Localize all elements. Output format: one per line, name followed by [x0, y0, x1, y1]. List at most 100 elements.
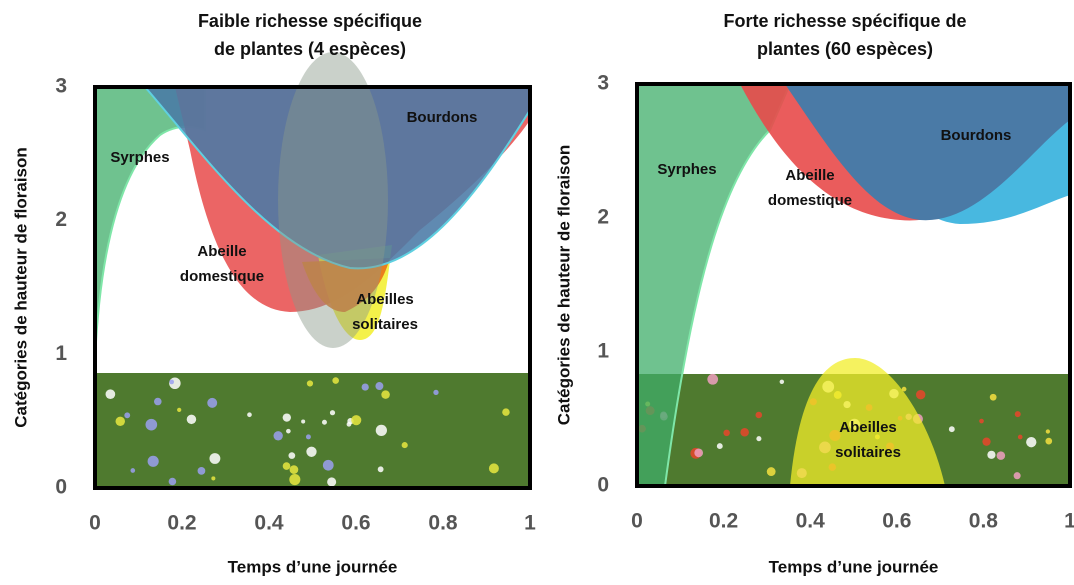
flower	[146, 419, 158, 431]
flower	[306, 447, 316, 457]
region-label: solitaires	[352, 316, 418, 333]
flower	[288, 452, 295, 459]
flower	[756, 436, 761, 441]
flower	[990, 394, 997, 401]
x-tick-label: 0.4	[796, 510, 826, 533]
flower	[323, 460, 334, 471]
chart-title: plantes (60 espèces)	[757, 39, 933, 59]
x-tick-label: 0	[631, 510, 643, 533]
figure: Faible richesse spécifique de plantes (4 …	[0, 0, 1074, 580]
flower	[723, 430, 730, 437]
flower	[207, 398, 217, 408]
flower	[489, 463, 499, 473]
flower	[949, 426, 955, 432]
flower	[154, 398, 162, 406]
meadow	[95, 373, 530, 488]
y-tick-label: 2	[55, 208, 67, 231]
region-label: Bourdons	[941, 127, 1012, 144]
flower	[756, 412, 763, 419]
flower	[289, 474, 300, 485]
chart-title: de plantes (4 espèces)	[214, 39, 406, 59]
flower	[169, 478, 177, 486]
x-tick-label: 0.2	[709, 510, 738, 533]
x-tick-label: 0.6	[341, 512, 370, 535]
flower	[1018, 435, 1023, 440]
region-label: solitaires	[835, 444, 901, 461]
flower	[322, 420, 327, 425]
flower	[1015, 411, 1021, 417]
region-label: domestique	[180, 268, 264, 285]
y-tick-label: 3	[55, 75, 67, 98]
flower	[307, 380, 313, 386]
flower	[169, 380, 174, 385]
flower	[301, 420, 305, 424]
flower	[997, 451, 1006, 460]
chart-title: Faible richesse spécifique	[198, 11, 422, 31]
y-tick-label: 3	[597, 72, 609, 95]
y-tick-label: 1	[55, 342, 67, 365]
x-axis-label: Temps d’une journée	[228, 557, 398, 576]
flower	[283, 413, 291, 421]
region-label: Abeille	[785, 167, 834, 184]
y-tick-label: 0	[55, 476, 67, 499]
flower	[433, 390, 438, 395]
flower	[148, 456, 159, 467]
flower	[306, 434, 311, 439]
region-label: Syrphes	[657, 161, 716, 178]
x-tick-label: 0.4	[254, 512, 284, 535]
flower	[375, 382, 383, 390]
flower	[1026, 437, 1036, 447]
flower	[979, 419, 984, 424]
y-tick-label: 0	[597, 474, 609, 497]
flower	[286, 429, 291, 434]
flower	[347, 422, 352, 427]
flower	[273, 431, 282, 440]
flower	[247, 412, 252, 417]
flower	[211, 476, 215, 480]
region-label: Syrphes	[110, 149, 169, 166]
y-tick-label: 2	[597, 206, 609, 229]
flower	[209, 453, 220, 464]
y-tick-label: 1	[597, 340, 609, 363]
x-axis-label: Temps d’une journée	[769, 557, 939, 576]
flower	[187, 415, 196, 424]
flower	[330, 410, 335, 415]
flower	[378, 466, 384, 472]
x-tick-label: 0	[89, 512, 101, 535]
flower	[332, 377, 339, 384]
flower	[916, 390, 925, 399]
flower	[502, 408, 510, 416]
flower	[402, 442, 408, 448]
flower	[381, 390, 389, 398]
flower	[124, 412, 130, 418]
y-axis-label: Catégories de hauteur de floraison	[11, 147, 30, 428]
flower	[767, 467, 776, 476]
flower	[290, 465, 299, 474]
flower	[740, 428, 749, 437]
x-tick-label: 0.8	[428, 512, 458, 535]
flower	[1045, 438, 1052, 445]
x-tick-label: 0.6	[882, 510, 911, 533]
flower	[717, 443, 723, 449]
region-label: Abeille	[197, 243, 246, 260]
chart-title: Forte richesse spécifique de	[723, 11, 966, 31]
flower	[1014, 472, 1021, 479]
y-axis-label: Catégories de hauteur de floraison	[554, 145, 573, 426]
flower	[987, 451, 995, 459]
region-label: domestique	[768, 192, 852, 209]
flower	[177, 408, 181, 412]
region-label: Abeilles	[356, 291, 414, 308]
flower	[362, 383, 369, 390]
flower	[283, 462, 291, 470]
flower	[376, 425, 387, 436]
flower	[707, 374, 718, 385]
flower	[130, 468, 135, 473]
flower	[1046, 429, 1050, 433]
x-tick-label: 1	[524, 512, 536, 535]
flower	[116, 417, 125, 426]
flower	[780, 380, 784, 384]
flower	[198, 467, 206, 475]
region-label: Bourdons	[407, 109, 478, 126]
x-tick-label: 0.8	[969, 510, 999, 533]
x-tick-label: 1	[1064, 510, 1074, 533]
